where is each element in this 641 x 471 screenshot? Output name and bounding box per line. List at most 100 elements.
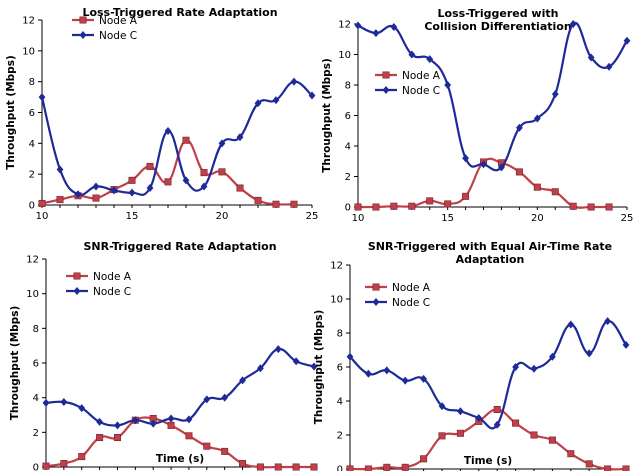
data-point-node-a xyxy=(221,447,229,455)
x-tick-label: 15 xyxy=(126,211,139,222)
chart-title: Loss-Triggered with Collision Differentia… xyxy=(424,7,571,33)
y-tick-label: 6 xyxy=(337,363,343,374)
data-point-node-a xyxy=(444,200,452,208)
series-line-node-c xyxy=(357,21,628,172)
data-point-node-c xyxy=(587,53,595,62)
data-point-node-c xyxy=(346,352,354,361)
legend: Node A Node C xyxy=(375,70,441,97)
series-line-node-a xyxy=(45,416,314,469)
data-point-node-c xyxy=(38,93,46,102)
data-point-node-a xyxy=(364,465,372,471)
data-point-node-c xyxy=(408,50,416,59)
data-point-node-c xyxy=(493,420,501,429)
data-point-node-a xyxy=(182,136,190,144)
y-tick-label: 0 xyxy=(33,463,39,471)
data-point-node-c xyxy=(401,376,409,385)
x-tick-label: 25 xyxy=(621,213,634,224)
data-point-node-a xyxy=(390,202,398,210)
y-tick-label: 4 xyxy=(337,397,343,408)
data-point-node-c xyxy=(372,29,380,38)
data-point-node-c xyxy=(182,176,190,185)
y-axis-label: Throughput (Mbps) xyxy=(313,310,325,425)
x-tick-label: 25 xyxy=(306,211,319,222)
series-line-node-c xyxy=(349,320,627,430)
data-point-node-c xyxy=(56,165,64,174)
data-point-node-a xyxy=(530,431,538,439)
legend-label: Node C xyxy=(392,297,430,309)
chart-title: SNR-Triggered Rate Adaptation xyxy=(83,240,276,253)
data-point-node-a xyxy=(200,169,208,177)
legend-marker xyxy=(382,71,390,79)
series-line-node-c xyxy=(45,347,315,427)
legend: Node A Node C xyxy=(365,282,431,309)
series-line-node-c xyxy=(40,80,313,196)
data-point-node-a xyxy=(38,199,46,207)
y-tick-label: 2 xyxy=(337,431,343,442)
legend-label: Node A xyxy=(402,70,441,82)
legend-marker xyxy=(382,86,390,94)
data-point-node-c xyxy=(218,139,226,148)
data-point-node-a xyxy=(254,196,262,204)
data-point-node-a xyxy=(585,460,593,468)
y-tick-label: 12 xyxy=(26,255,39,266)
data-point-node-c xyxy=(549,352,556,361)
legend-marker xyxy=(73,272,81,280)
data-point-node-c xyxy=(308,91,316,100)
data-point-node-a xyxy=(567,450,575,458)
data-point-node-a xyxy=(354,203,362,211)
data-point-node-a xyxy=(383,463,391,471)
chart-panel-4: SNR-Triggered with Equal Air-Time Rate Ad… xyxy=(313,240,630,471)
data-point-node-c xyxy=(290,77,298,86)
data-point-node-c xyxy=(420,374,427,383)
chart-panel-2: Loss-Triggered with Collision Differentia… xyxy=(321,7,633,224)
data-point-node-c xyxy=(92,182,100,191)
data-point-node-a xyxy=(290,200,298,208)
legend: Node A Node C xyxy=(72,15,138,42)
data-point-node-a xyxy=(533,183,541,191)
data-point-node-c xyxy=(426,55,434,64)
data-point-node-c xyxy=(530,364,538,373)
y-tick-label: 12 xyxy=(338,20,351,31)
y-tick-label: 6 xyxy=(345,111,351,122)
y-axis-label: Throughput (Mbps) xyxy=(9,306,21,421)
data-point-node-c xyxy=(390,23,398,32)
y-tick-label: 4 xyxy=(29,139,35,150)
data-point-node-a xyxy=(42,462,50,470)
data-point-node-a xyxy=(60,460,68,468)
data-point-node-a xyxy=(96,434,104,442)
legend-marker xyxy=(79,16,87,24)
data-point-node-c xyxy=(149,419,157,428)
data-point-node-c xyxy=(203,395,211,404)
data-point-node-a xyxy=(493,405,501,413)
data-point-node-c xyxy=(383,366,391,375)
legend-label: Node A xyxy=(392,282,431,294)
y-tick-label: 8 xyxy=(345,81,351,92)
y-tick-label: 2 xyxy=(29,170,35,181)
data-point-node-a xyxy=(438,432,446,440)
legend-label: Node A xyxy=(93,271,132,283)
data-point-node-a xyxy=(346,465,354,471)
data-point-node-c xyxy=(551,90,559,99)
x-axis-label: Time (s) xyxy=(156,453,204,465)
data-point-node-a xyxy=(515,168,523,176)
data-point-node-a xyxy=(146,162,154,170)
data-point-node-c xyxy=(310,362,318,371)
data-point-node-a xyxy=(426,197,434,205)
data-point-node-c xyxy=(444,81,452,89)
legend-marker xyxy=(79,31,87,39)
data-point-node-c xyxy=(167,414,175,423)
data-point-node-a xyxy=(462,192,470,200)
data-point-node-c xyxy=(114,421,121,430)
y-tick-label: 10 xyxy=(330,295,343,306)
chart-panel-3: SNR-Triggered Rate Adaptation02468101210… xyxy=(9,240,318,471)
data-point-node-c xyxy=(131,416,139,425)
y-tick-label: 12 xyxy=(330,261,343,272)
data-point-node-c xyxy=(236,133,244,142)
legend-label: Node A xyxy=(99,15,138,27)
y-tick-label: 12 xyxy=(22,16,35,27)
data-point-node-c xyxy=(164,127,172,135)
x-tick-label: 15 xyxy=(441,213,454,224)
chart-title-line: SNR-Triggered with Equal Air-Time Rate xyxy=(368,240,612,253)
y-axis-label: Throughput (Mbps) xyxy=(321,58,333,173)
data-point-node-c xyxy=(498,163,505,172)
